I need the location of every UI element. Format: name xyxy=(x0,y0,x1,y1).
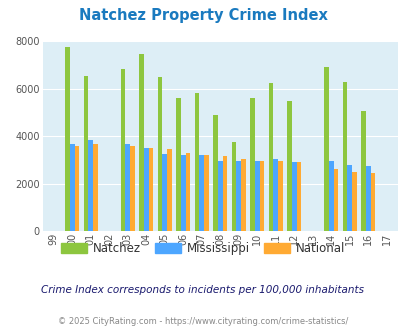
Bar xyxy=(342,82,347,231)
Bar xyxy=(75,146,79,231)
Bar xyxy=(194,93,199,231)
Bar xyxy=(158,77,162,231)
Bar xyxy=(360,111,365,231)
Bar xyxy=(144,148,148,231)
Bar xyxy=(166,149,171,231)
Bar xyxy=(296,162,301,231)
Bar xyxy=(121,69,125,231)
Bar xyxy=(70,145,75,231)
Text: Crime Index corresponds to incidents per 100,000 inhabitants: Crime Index corresponds to incidents per… xyxy=(41,285,364,295)
Bar xyxy=(125,145,130,231)
Bar xyxy=(324,67,328,231)
Bar xyxy=(347,165,351,231)
Bar xyxy=(277,161,282,231)
Text: © 2025 CityRating.com - https://www.cityrating.com/crime-statistics/: © 2025 CityRating.com - https://www.city… xyxy=(58,317,347,326)
Bar xyxy=(139,54,144,231)
Bar xyxy=(130,146,134,231)
Bar xyxy=(231,142,236,231)
Bar xyxy=(370,173,374,231)
Bar xyxy=(259,161,264,231)
Bar xyxy=(148,148,153,231)
Bar xyxy=(236,161,241,231)
Bar xyxy=(351,172,356,231)
Bar xyxy=(204,155,208,231)
Bar xyxy=(328,161,333,231)
Bar xyxy=(185,153,190,231)
Bar xyxy=(268,83,273,231)
Bar xyxy=(333,169,337,231)
Legend: Natchez, Mississippi, National: Natchez, Mississippi, National xyxy=(56,237,349,260)
Bar xyxy=(291,162,296,231)
Bar xyxy=(241,159,245,231)
Bar xyxy=(199,155,204,231)
Bar xyxy=(365,166,370,231)
Bar xyxy=(254,161,259,231)
Bar xyxy=(162,154,166,231)
Bar xyxy=(273,159,277,231)
Bar xyxy=(213,115,217,231)
Bar xyxy=(217,161,222,231)
Bar xyxy=(222,156,227,231)
Bar xyxy=(93,145,98,231)
Text: Natchez Property Crime Index: Natchez Property Crime Index xyxy=(79,8,326,23)
Bar xyxy=(181,155,185,231)
Bar xyxy=(287,101,291,231)
Bar xyxy=(88,140,93,231)
Bar xyxy=(83,76,88,231)
Bar xyxy=(176,98,181,231)
Bar xyxy=(65,47,70,231)
Bar xyxy=(250,98,254,231)
